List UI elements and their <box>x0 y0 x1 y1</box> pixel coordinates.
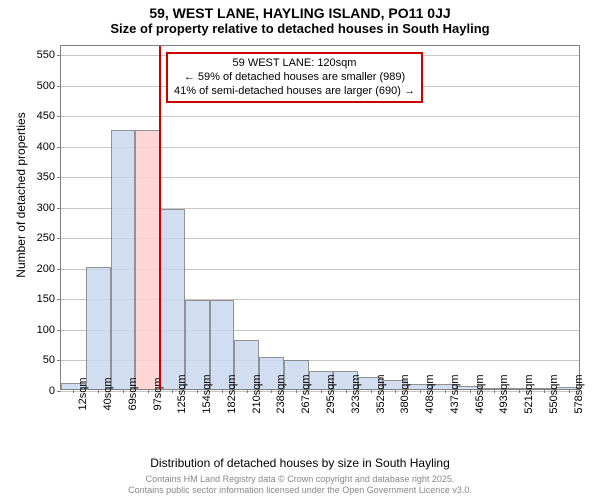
chart-plot-area: 05010015020025030035040045050055012sqm40… <box>60 45 580 390</box>
xtick-label: 550sqm <box>548 374 560 413</box>
ytick-label: 50 <box>25 354 55 366</box>
xtick-mark <box>271 389 272 393</box>
xtick-label: 267sqm <box>300 374 312 413</box>
xtick-mark <box>445 389 446 393</box>
xtick-mark <box>222 389 223 393</box>
xtick-label: 210sqm <box>251 374 263 413</box>
xtick-mark <box>123 389 124 393</box>
xtick-label: 40sqm <box>102 377 114 410</box>
x-axis-label: Distribution of detached houses by size … <box>0 456 600 470</box>
xtick-label: 12sqm <box>77 377 89 410</box>
xtick-label: 125sqm <box>176 374 188 413</box>
ytick-mark <box>57 330 61 331</box>
histogram-bar <box>86 267 111 389</box>
xtick-label: 493sqm <box>498 374 510 413</box>
ytick-label: 300 <box>25 202 55 214</box>
xtick-label: 465sqm <box>474 374 486 413</box>
highlight-line <box>159 46 161 389</box>
attribution-text: Contains HM Land Registry data © Crown c… <box>0 474 600 497</box>
ytick-mark <box>57 238 61 239</box>
xtick-mark <box>197 389 198 393</box>
ytick-label: 150 <box>25 293 55 305</box>
xtick-mark <box>371 389 372 393</box>
xtick-mark <box>148 389 149 393</box>
ytick-label: 450 <box>25 110 55 122</box>
attribution-line2: Contains public sector information licen… <box>128 485 472 495</box>
ytick-mark <box>57 269 61 270</box>
ytick-mark <box>57 116 61 117</box>
ytick-mark <box>57 391 61 392</box>
xtick-label: 154sqm <box>201 374 213 413</box>
xtick-mark <box>569 389 570 393</box>
xtick-label: 408sqm <box>424 374 436 413</box>
page-title: 59, WEST LANE, HAYLING ISLAND, PO11 0JJ <box>0 0 600 21</box>
xtick-label: 352sqm <box>375 374 387 413</box>
ytick-label: 400 <box>25 141 55 153</box>
info-box: 59 WEST LANE: 120sqm← 59% of detached ho… <box>166 52 423 103</box>
ytick-mark <box>57 208 61 209</box>
histogram-bar <box>135 130 160 390</box>
xtick-label: 380sqm <box>399 374 411 413</box>
xtick-label: 182sqm <box>226 374 238 413</box>
ytick-label: 550 <box>25 49 55 61</box>
xtick-mark <box>98 389 99 393</box>
xtick-mark <box>172 389 173 393</box>
xtick-mark <box>544 389 545 393</box>
xtick-mark <box>395 389 396 393</box>
info-box-title: 59 WEST LANE: 120sqm <box>174 57 415 71</box>
y-axis-label: Number of detached properties <box>14 70 28 320</box>
ytick-mark <box>57 86 61 87</box>
attribution-line1: Contains HM Land Registry data © Crown c… <box>146 474 455 484</box>
histogram-bar <box>160 209 185 389</box>
xtick-label: 521sqm <box>523 374 535 413</box>
ytick-mark <box>57 177 61 178</box>
xtick-mark <box>494 389 495 393</box>
ytick-label: 350 <box>25 171 55 183</box>
xtick-label: 238sqm <box>275 374 287 413</box>
ytick-mark <box>57 147 61 148</box>
xtick-mark <box>420 389 421 393</box>
xtick-label: 295sqm <box>325 374 337 413</box>
xtick-mark <box>470 389 471 393</box>
histogram-bar <box>111 130 136 390</box>
xtick-mark <box>519 389 520 393</box>
info-box-line2: 41% of semi-detached houses are larger (… <box>174 85 415 99</box>
ytick-label: 500 <box>25 80 55 92</box>
ytick-mark <box>57 55 61 56</box>
xtick-mark <box>321 389 322 393</box>
info-box-line1: ← 59% of detached houses are smaller (98… <box>174 71 415 85</box>
ytick-label: 100 <box>25 324 55 336</box>
ytick-label: 0 <box>25 385 55 397</box>
ytick-mark <box>57 360 61 361</box>
xtick-label: 437sqm <box>449 374 461 413</box>
page-subtitle: Size of property relative to detached ho… <box>0 21 600 38</box>
xtick-label: 578sqm <box>573 374 585 413</box>
xtick-label: 97sqm <box>152 377 164 410</box>
ytick-mark <box>57 299 61 300</box>
ytick-label: 250 <box>25 232 55 244</box>
xtick-mark <box>296 389 297 393</box>
xtick-label: 323sqm <box>350 374 362 413</box>
xtick-mark <box>247 389 248 393</box>
xtick-mark <box>73 389 74 393</box>
xtick-label: 69sqm <box>127 377 139 410</box>
ytick-label: 200 <box>25 263 55 275</box>
grid-line <box>61 116 579 117</box>
xtick-mark <box>346 389 347 393</box>
